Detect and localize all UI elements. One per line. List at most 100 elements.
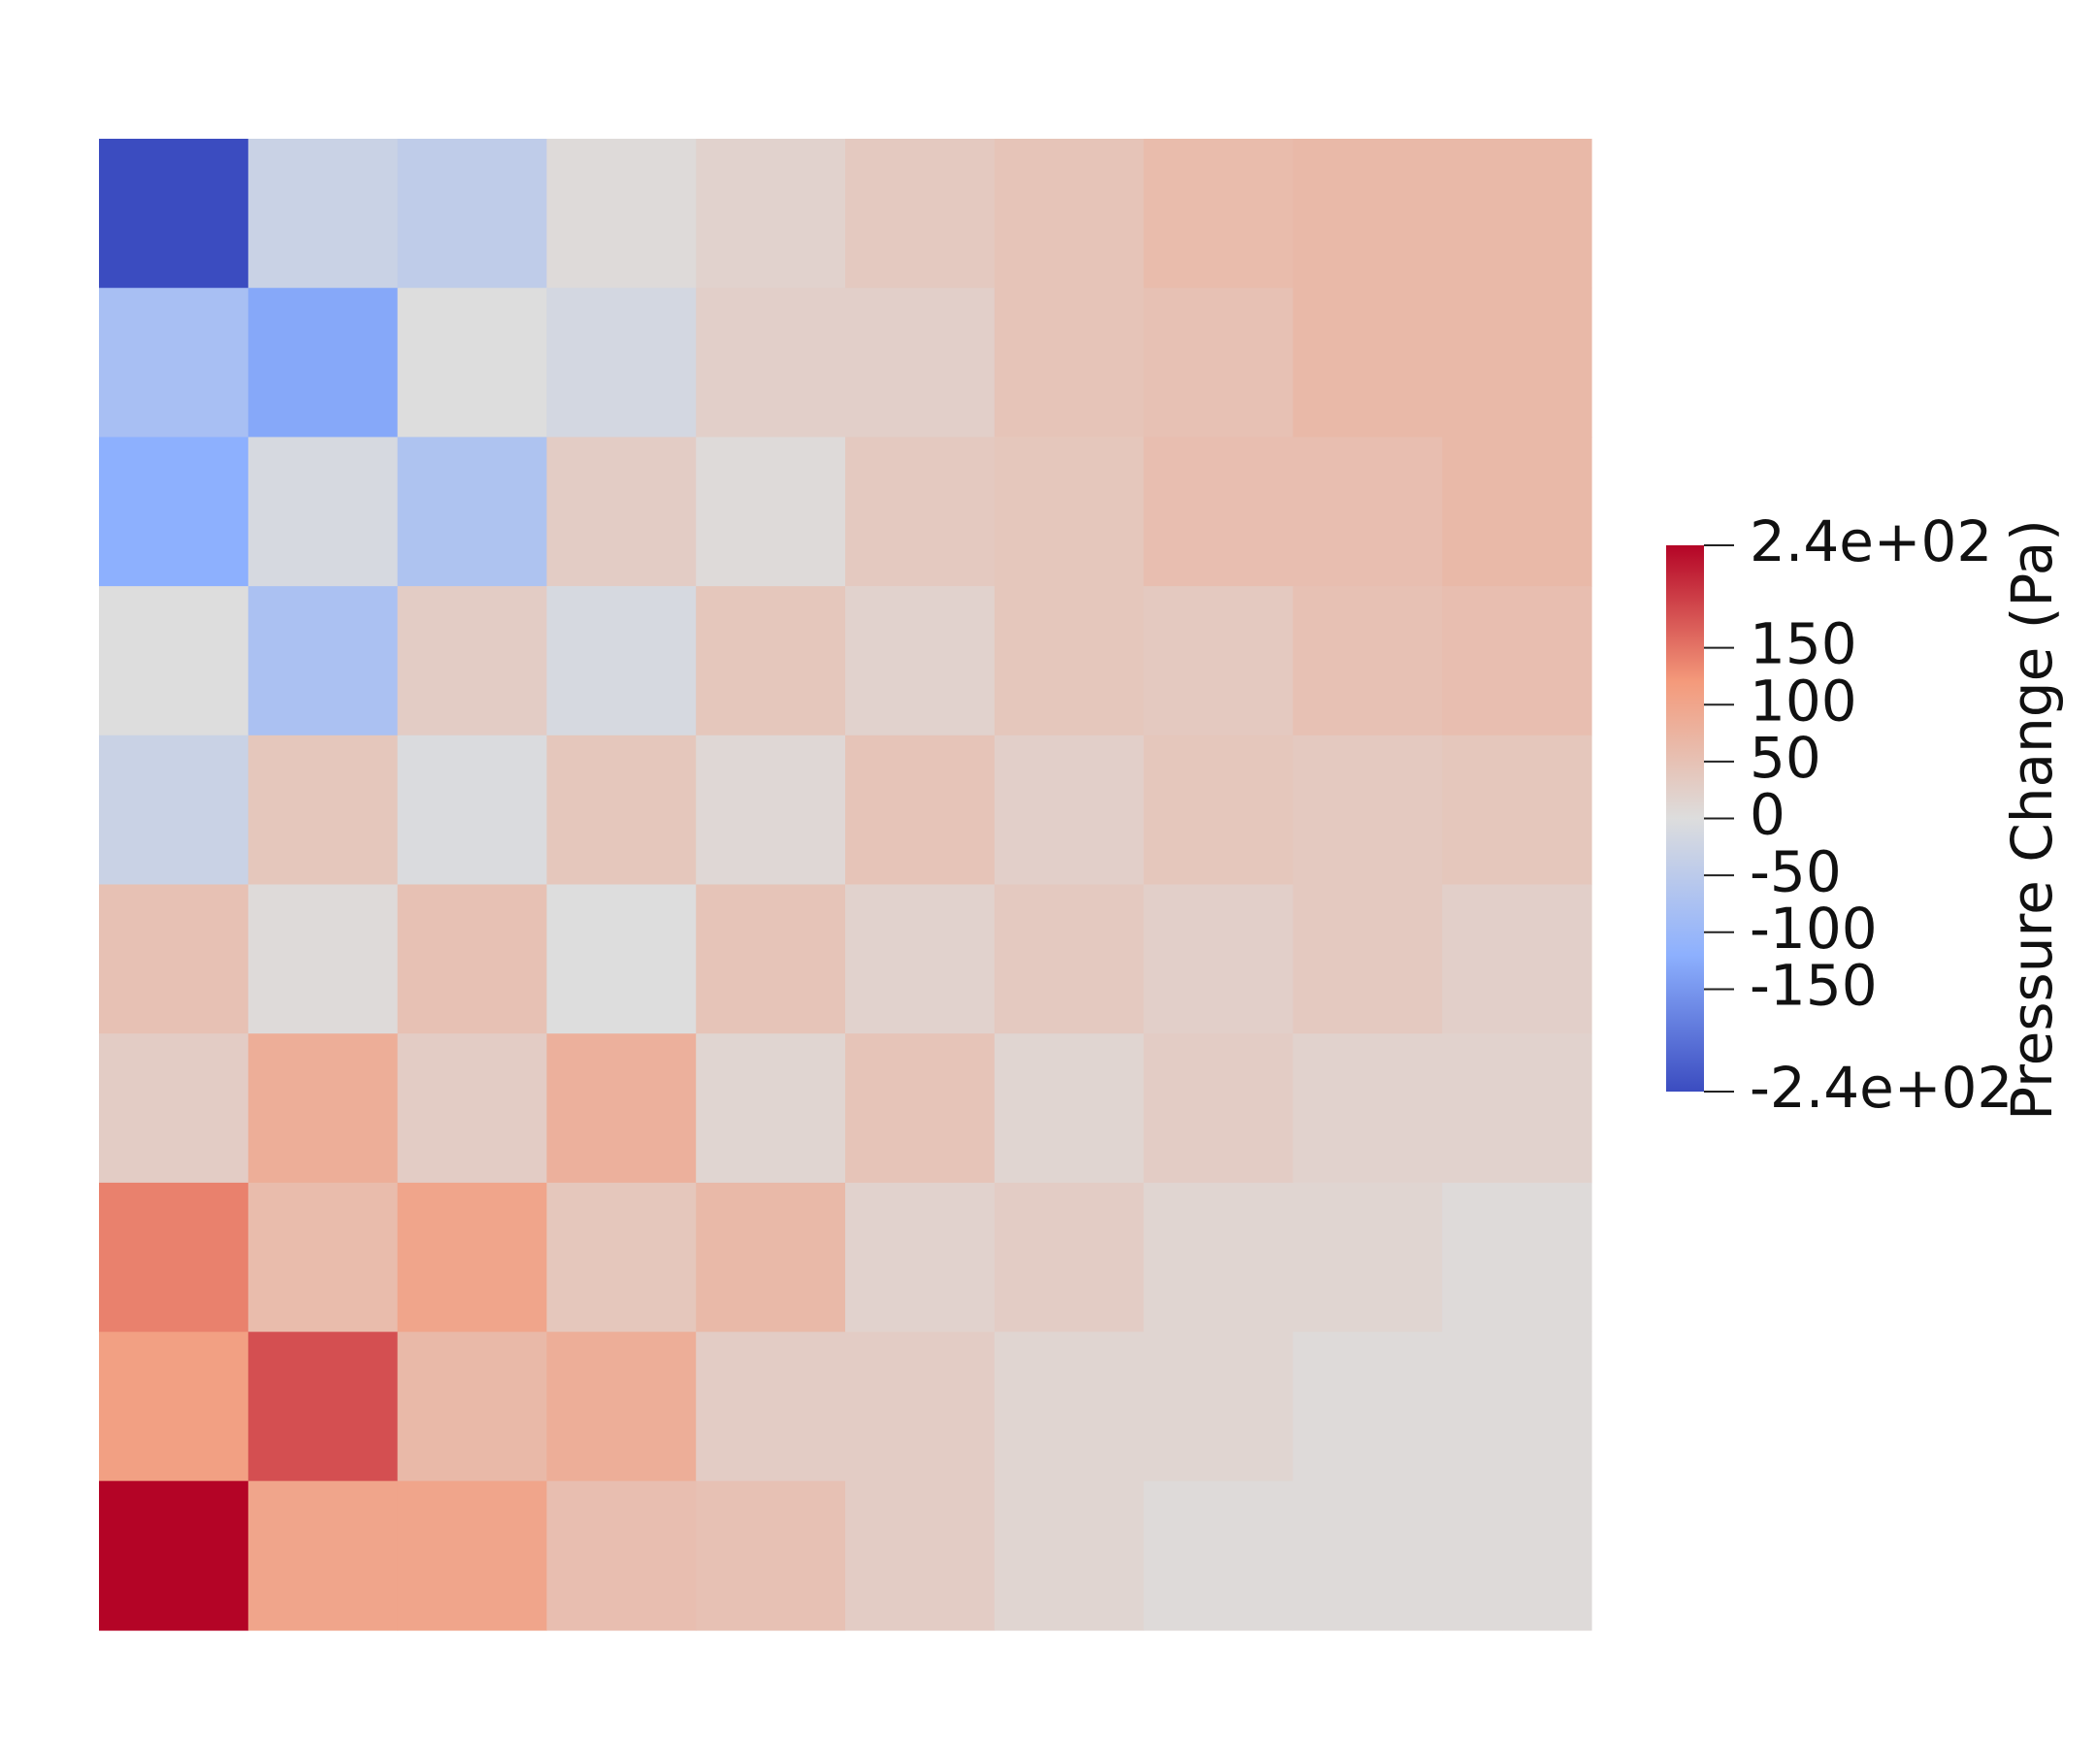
cell	[1442, 1182, 1592, 1333]
cell	[1442, 287, 1592, 438]
cell	[99, 586, 249, 736]
cell	[1143, 139, 1294, 289]
cell	[845, 1331, 996, 1482]
tick-label: 2.4e+02	[1750, 508, 1992, 574]
cell	[994, 586, 1145, 736]
cell	[397, 139, 547, 289]
cell	[1293, 1033, 1443, 1184]
cell	[1293, 586, 1443, 736]
tick-label: 150	[1750, 611, 1857, 677]
cell	[247, 1182, 399, 1333]
cell	[247, 1331, 399, 1482]
cell	[1293, 735, 1443, 886]
cell	[1442, 735, 1592, 886]
cell	[247, 735, 399, 886]
cell	[1293, 1481, 1443, 1631]
cell	[397, 586, 547, 736]
cell	[397, 735, 547, 886]
cell	[397, 437, 547, 587]
cell	[994, 139, 1145, 289]
tick-label: -2.4e+02	[1750, 1055, 2013, 1121]
cell	[696, 1331, 846, 1482]
tick-label: -150	[1750, 953, 1878, 1019]
cell	[845, 1033, 996, 1184]
cell	[994, 735, 1145, 886]
tick-label: -100	[1750, 896, 1878, 962]
cell	[1143, 437, 1294, 587]
cell	[546, 1331, 697, 1482]
cell	[994, 1331, 1145, 1482]
cell	[1442, 1481, 1592, 1631]
cell	[397, 1182, 547, 1333]
cell	[247, 287, 399, 438]
cell	[1143, 884, 1294, 1034]
cell	[247, 1033, 399, 1184]
cell	[546, 735, 697, 886]
cell	[696, 735, 846, 886]
tick-label: 0	[1750, 782, 1785, 848]
cell	[845, 586, 996, 736]
cell	[994, 1033, 1145, 1184]
cell	[99, 1033, 249, 1184]
cell	[845, 139, 996, 289]
cell	[1442, 884, 1592, 1034]
cell	[546, 1182, 697, 1333]
tick-label: 100	[1750, 668, 1857, 734]
colorbar	[1666, 545, 1704, 1092]
cell	[1143, 1033, 1294, 1184]
cell	[845, 437, 996, 587]
cell	[845, 884, 996, 1034]
cell	[845, 735, 996, 886]
cell	[247, 437, 399, 587]
cell	[994, 1481, 1145, 1631]
cell	[994, 1182, 1145, 1333]
cell	[1293, 287, 1443, 438]
cell	[546, 586, 697, 736]
colorbar-title: Pressure Change (Pa)	[1999, 519, 2065, 1121]
cell	[1143, 1331, 1294, 1482]
cell	[99, 1331, 249, 1482]
cell	[546, 437, 697, 587]
cell	[1293, 1182, 1443, 1333]
cell	[247, 586, 399, 736]
cell	[247, 884, 399, 1034]
cell	[397, 884, 547, 1034]
cell	[696, 586, 846, 736]
cell	[397, 1331, 547, 1482]
cell	[546, 1033, 697, 1184]
tick-label: -50	[1750, 838, 1842, 904]
cell	[546, 139, 697, 289]
cell	[546, 1481, 697, 1631]
cell	[99, 1481, 249, 1631]
cell	[994, 884, 1145, 1034]
cell	[99, 1182, 249, 1333]
cell	[1442, 586, 1592, 736]
cell	[1293, 437, 1443, 587]
cell	[696, 1033, 846, 1184]
cell	[994, 287, 1145, 438]
cell	[1143, 1481, 1294, 1631]
cell	[1442, 139, 1592, 289]
cell	[1293, 1331, 1443, 1482]
cell	[696, 884, 846, 1034]
cell	[696, 1182, 846, 1333]
cell	[546, 287, 697, 438]
cell	[546, 884, 697, 1034]
cell	[845, 287, 996, 438]
cell	[99, 884, 249, 1034]
cell	[1442, 437, 1592, 587]
cell	[397, 1033, 547, 1184]
cell	[1143, 735, 1294, 886]
cell	[1143, 586, 1294, 736]
cell	[397, 1481, 547, 1631]
cell	[247, 1481, 399, 1631]
cell	[1293, 884, 1443, 1034]
cell	[1293, 139, 1443, 289]
cell	[994, 437, 1145, 587]
cell	[696, 139, 846, 289]
cell	[696, 437, 846, 587]
cell	[99, 139, 249, 289]
cell	[99, 437, 249, 587]
cell	[1143, 1182, 1294, 1333]
